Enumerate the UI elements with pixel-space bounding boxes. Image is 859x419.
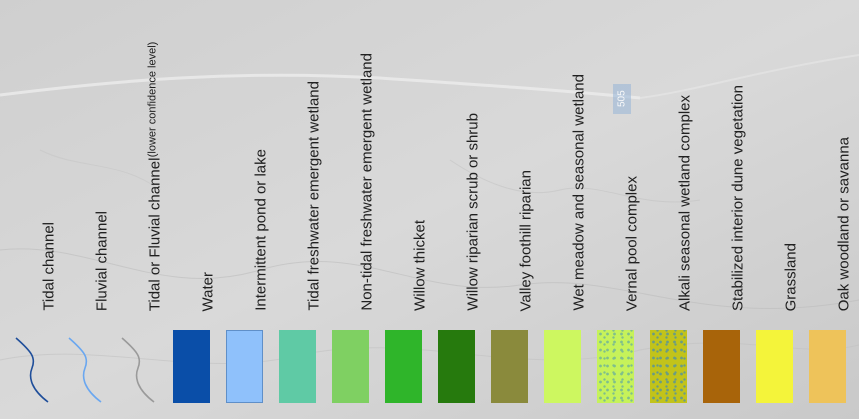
legend-label-text: Willow riparian scrub or shrub <box>465 113 482 311</box>
legend-label-text: Water <box>200 272 217 311</box>
legend-item-oak-woodland: Oak woodland or savanna <box>803 0 851 419</box>
legend-label: Tidal or Fluvial channel (lower confidenc… <box>147 42 164 311</box>
legend-swatch <box>173 330 210 403</box>
legend-item-grassland: Grassland <box>750 0 798 419</box>
legend-item-alkali-seasonal-wetland: Alkali seasonal wetland complex <box>644 0 692 419</box>
legend-label: Water <box>200 272 217 311</box>
channel-path <box>122 338 154 402</box>
channel-line-icon <box>12 330 52 406</box>
channel-line-icon <box>118 330 158 406</box>
legend-label: Stabilized interior dune vegetation <box>730 85 747 311</box>
legend-swatch <box>332 330 369 403</box>
legend-item-intermittent-pond: Intermittent pond or lake <box>220 0 268 419</box>
legend-label-text: Fluvial channel <box>94 211 111 311</box>
legend-item-tidal-freshwater-wetland: Tidal freshwater emergent wetland <box>273 0 321 419</box>
legend-label: Tidal freshwater emergent wetland <box>306 81 323 311</box>
legend-label-text: Tidal channel <box>41 222 58 311</box>
legend-item-wet-meadow: Wet meadow and seasonal wetland <box>538 0 586 419</box>
legend-label-text: Tidal freshwater emergent wetland <box>306 81 323 311</box>
legend-swatch <box>650 330 687 403</box>
legend-label: Non-tidal freshwater emergent wetland <box>359 53 376 311</box>
legend-label: Vernal pool complex <box>624 176 641 311</box>
legend-label: Wet meadow and seasonal wetland <box>571 74 588 311</box>
legend-label: Intermittent pond or lake <box>253 149 270 311</box>
legend-item-willow-riparian: Willow riparian scrub or shrub <box>432 0 480 419</box>
legend-item-willow-thicket: Willow thicket <box>379 0 427 419</box>
channel-path <box>16 338 48 402</box>
legend-label-text: Valley foothill riparian <box>518 170 535 311</box>
legend-swatch <box>279 330 316 403</box>
legend-label-text: Alkali seasonal wetland complex <box>677 95 694 311</box>
legend-swatch <box>703 330 740 403</box>
legend-label: Oak woodland or savanna <box>836 137 853 311</box>
channel-path <box>69 338 101 402</box>
legend-item-water: Water <box>167 0 215 419</box>
legend-swatch <box>809 330 846 403</box>
legend-label-text: Non-tidal freshwater emergent wetland <box>359 53 376 311</box>
legend-label: Valley foothill riparian <box>518 170 535 311</box>
legend-label: Willow thicket <box>412 220 429 311</box>
legend-swatch <box>385 330 422 403</box>
legend-swatch <box>544 330 581 403</box>
legend-label: Tidal channel <box>41 222 58 311</box>
legend-item-tidal-or-fluvial-channel: Tidal or Fluvial channel (lower confidenc… <box>114 0 162 419</box>
legend-label-text: Vernal pool complex <box>624 176 641 311</box>
legend-item-stabilized-dune: Stabilized interior dune vegetation <box>697 0 745 419</box>
legend-item-vernal-pool: Vernal pool complex <box>591 0 639 419</box>
legend-label-text: Willow thicket <box>412 220 429 311</box>
legend-swatch <box>597 330 634 403</box>
legend-label: Alkali seasonal wetland complex <box>677 95 694 311</box>
legend-label: Fluvial channel <box>94 211 111 311</box>
legend-item-fluvial-channel: Fluvial channel <box>61 0 109 419</box>
legend-swatch <box>226 330 263 403</box>
legend-label-text: Intermittent pond or lake <box>253 149 270 311</box>
legend-item-non-tidal-freshwater-wetland: Non-tidal freshwater emergent wetland <box>326 0 374 419</box>
legend-label-text: Oak woodland or savanna <box>836 137 853 311</box>
channel-line-icon <box>65 330 105 406</box>
legend-label-text: Grassland <box>783 243 800 311</box>
legend-label: Willow riparian scrub or shrub <box>465 113 482 311</box>
legend-label: Grassland <box>783 243 800 311</box>
legend-item-tidal-channel: Tidal channel <box>8 0 56 419</box>
legend-label-text: Wet meadow and seasonal wetland <box>571 74 588 311</box>
legend-swatch <box>438 330 475 403</box>
legend-swatch <box>756 330 793 403</box>
legend-item-valley-foothill-riparian: Valley foothill riparian <box>485 0 533 419</box>
legend-swatch <box>491 330 528 403</box>
legend-sublabel-text: (lower confidence level) <box>147 42 164 158</box>
legend-label-text: Stabilized interior dune vegetation <box>730 85 747 311</box>
legend-label-text: Tidal or Fluvial channel <box>147 157 164 311</box>
